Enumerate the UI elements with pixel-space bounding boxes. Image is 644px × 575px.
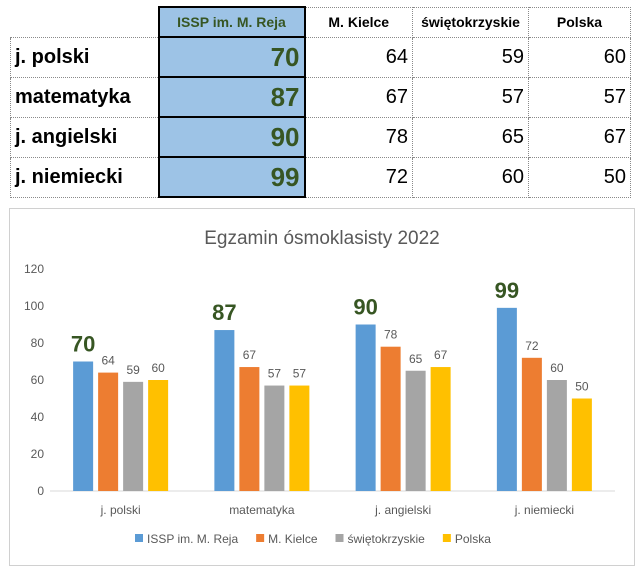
subject-cell: matematyka (10, 76, 159, 118)
school-score-cell: 90 (157, 116, 306, 158)
x-category-label: j. niemiecki (514, 503, 574, 517)
y-tick-label: 120 (24, 262, 44, 276)
score-cell: 78 (304, 116, 413, 158)
subject-cell: j. angielski (10, 116, 159, 158)
x-category-label: j. angielski (374, 503, 431, 517)
bar (355, 324, 376, 491)
data-label: 50 (575, 380, 589, 394)
legend-label: M. Kielce (268, 532, 318, 546)
x-category-label: matematyka (229, 503, 295, 517)
data-label: 87 (212, 300, 236, 325)
y-tick-label: 80 (31, 336, 45, 350)
legend-label: Polska (455, 532, 491, 546)
data-label: 57 (268, 367, 282, 381)
legend-swatch (335, 534, 344, 542)
bar (214, 330, 235, 491)
header-school: ISSP im. M. Reja (157, 6, 306, 38)
legend-swatch (135, 534, 143, 542)
school-score-cell: 70 (157, 36, 306, 78)
bar (98, 372, 119, 491)
data-label: 67 (243, 348, 257, 362)
table-header-row: ISSP im. M. Reja M. Kielce świętokrzyski… (10, 6, 631, 38)
data-label: 90 (353, 295, 377, 320)
legend-label: świętokrzyskie (348, 532, 426, 546)
bar (521, 357, 542, 491)
bar-chart: Egzamin ósmoklasisty 2022 0 20 40 60 80 100 120… (24, 228, 615, 546)
score-cell: 50 (528, 156, 631, 198)
header-region: świętokrzyskie (412, 6, 529, 38)
y-tick-label: 20 (31, 447, 45, 461)
chart-title: Egzamin ósmoklasisty 2022 (204, 228, 440, 249)
data-label: 60 (550, 361, 564, 375)
data-label: 72 (525, 339, 539, 353)
bar (405, 370, 426, 491)
bar (546, 380, 567, 491)
school-score-cell: 87 (157, 76, 306, 118)
bar (430, 367, 451, 491)
table-row: j. angielski 90 78 65 67 (10, 116, 631, 158)
score-cell: 64 (304, 36, 413, 78)
legend-label: ISSP im. M. Reja (147, 532, 238, 546)
header-city: M. Kielce (304, 6, 413, 38)
y-tick-label: 0 (37, 484, 44, 498)
bar (73, 361, 94, 491)
bar (289, 385, 310, 491)
data-label: 57 (293, 367, 307, 381)
score-cell: 60 (412, 156, 529, 198)
y-tick-label: 100 (24, 299, 44, 313)
score-cell: 67 (304, 76, 413, 118)
score-cell: 60 (528, 36, 631, 78)
table-row: matematyka 87 67 57 57 (10, 76, 631, 118)
x-category-label: j. polski (100, 503, 141, 517)
table-corner-cell (10, 7, 159, 38)
data-label: 78 (384, 328, 398, 342)
chart-container: Egzamin ósmoklasisty 2022 0 20 40 60 80 100 120… (9, 208, 635, 566)
y-tick-label: 60 (31, 373, 45, 387)
bar (496, 307, 517, 491)
score-cell: 59 (412, 36, 529, 78)
subject-cell: j. niemiecki (10, 156, 159, 198)
legend-swatch (442, 534, 451, 542)
data-label: 99 (495, 278, 519, 303)
data-label: 67 (434, 348, 448, 362)
data-label: 59 (126, 363, 140, 377)
results-table: ISSP im. M. Reja M. Kielce świętokrzyski… (10, 6, 631, 198)
data-label: 65 (409, 352, 423, 366)
score-cell: 57 (412, 76, 529, 118)
bar (264, 385, 285, 491)
score-cell: 57 (528, 76, 631, 118)
header-country: Polska (528, 6, 631, 38)
data-label: 60 (151, 361, 165, 375)
y-tick-label: 40 (31, 410, 45, 424)
table-row: j. niemiecki 99 72 60 50 (10, 156, 631, 198)
table-row: j. polski 70 64 59 60 (10, 36, 631, 78)
bar (123, 381, 144, 491)
subject-cell: j. polski (10, 36, 159, 78)
score-cell: 65 (412, 116, 529, 158)
school-score-cell: 99 (157, 156, 306, 198)
score-cell: 67 (528, 116, 631, 158)
bar (571, 398, 592, 491)
bar (380, 346, 401, 491)
score-cell: 72 (304, 156, 413, 198)
bar (239, 367, 260, 491)
data-label: 70 (71, 332, 95, 357)
bar (148, 380, 169, 491)
legend-swatch (256, 534, 265, 542)
data-label: 64 (101, 354, 115, 368)
